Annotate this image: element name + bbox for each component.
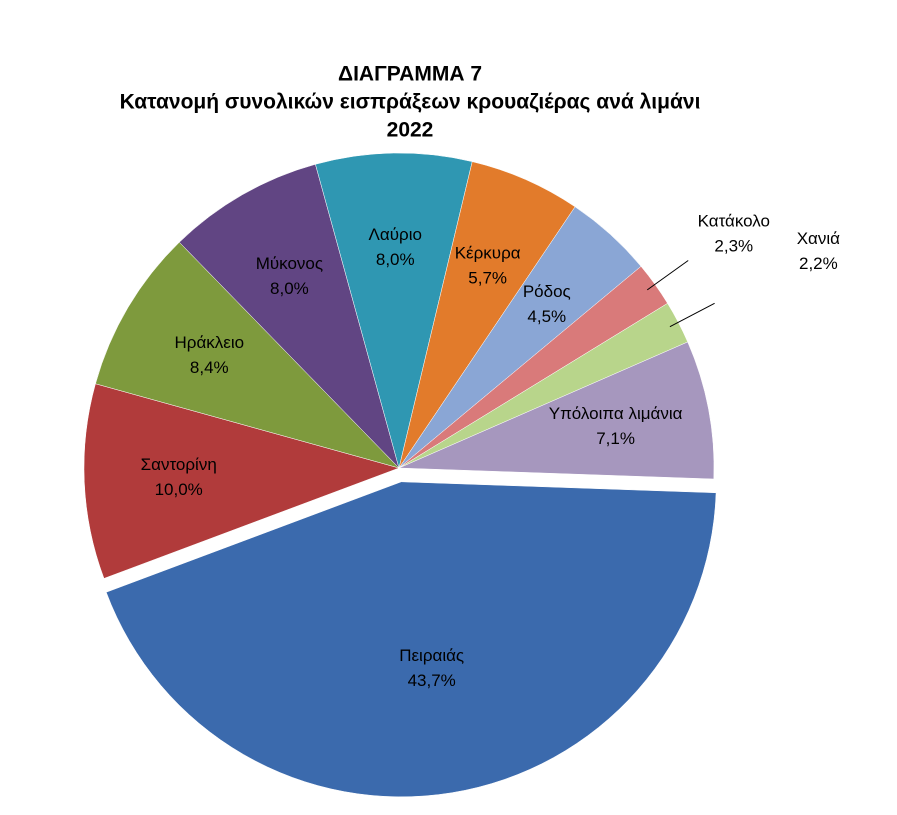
slice-value-label: 2,3% [714,237,753,256]
slice-value-label: 4,5% [527,307,566,326]
chart-title: 2022 [387,119,434,142]
chart-title: ΔΙΑΓΡΑΜΜΑ 7 [338,63,482,86]
leader-line [646,260,689,291]
leader-line [669,302,715,328]
slice-label: Πειραιάς [399,646,464,665]
pie-slice [105,481,717,798]
slice-value-label: 2,2% [799,254,838,273]
pie-slice [178,163,400,469]
slice-value-label: 43,7% [408,671,456,690]
slice-value-label: 8,4% [190,358,229,377]
slice-label: Ηράκλειο [175,333,245,352]
slice-value-label: 10,0% [155,480,203,499]
pie-slice [315,152,473,469]
slice-label: Κέρκυρα [455,244,521,263]
pie-slice [398,341,715,480]
slice-label: Ρόδος [523,282,571,301]
slice-value-label: 5,7% [468,269,507,288]
slice-label: Χανιά [797,229,840,248]
slice-value-label: 8,0% [270,279,309,298]
chart-title: Κατανομή συνολικών εισπράξεων κρουαζιέρα… [120,91,701,114]
slice-value-label: 8,0% [376,250,415,269]
pie-slice [95,241,400,469]
pie-slice [83,383,400,579]
slice-label: Μύκονος [256,254,323,273]
slice-label: Λαύριο [369,225,422,244]
slice-value-label: 7,1% [596,429,635,448]
slice-label: Σαντορίνη [141,455,217,474]
slice-label: Υπόλοιπα λιμάνια [549,404,683,423]
slice-label: Κατάκολο [698,212,770,231]
